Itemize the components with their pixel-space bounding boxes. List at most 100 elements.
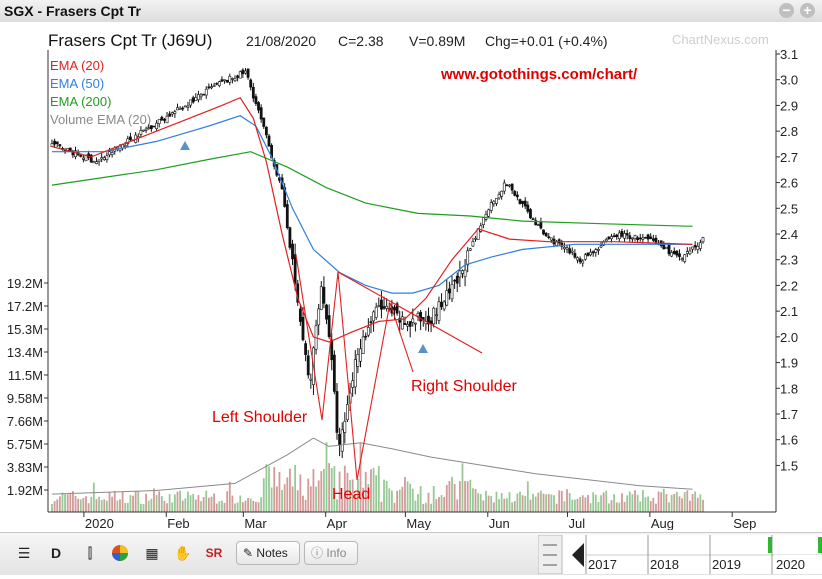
alert-bell-icon-2[interactable] (418, 344, 428, 353)
candlestick-icon[interactable]: ⫿ (87, 545, 93, 561)
candle-body (322, 286, 326, 304)
volume-bar (566, 489, 568, 512)
security-name: Frasers Cpt Tr (J69U) (48, 31, 212, 50)
maximize-icon[interactable]: + (800, 3, 815, 18)
period-button[interactable]: D (50, 545, 62, 561)
volume-bar (302, 495, 304, 512)
volume-bar (241, 502, 244, 512)
y-tick-label: 2.2 (780, 278, 798, 293)
candle-body (249, 79, 253, 88)
volume-bar (558, 490, 561, 512)
volume-bar (511, 502, 514, 512)
candle-body (361, 336, 365, 354)
color-wheel-icon[interactable] (110, 542, 130, 564)
candle-body (210, 86, 213, 89)
volume-bar (66, 494, 69, 512)
candle-body (335, 391, 339, 433)
time-navigator[interactable]: 2017 2018 2019 2020 (537, 534, 822, 575)
candle-body (680, 258, 684, 261)
candle-body (364, 335, 368, 338)
volume-bar (364, 471, 367, 512)
scroll-left-icon[interactable] (572, 543, 584, 567)
volume-bar (495, 491, 498, 512)
y-tick-label: 2.5 (780, 201, 798, 216)
notes-icon: ✎ (243, 546, 254, 560)
volume-bar (270, 487, 273, 512)
notes-button[interactable]: ✎ Notes (236, 541, 300, 565)
volume-bar (275, 486, 278, 512)
volume-bar (77, 498, 80, 512)
volume-bar (176, 491, 179, 512)
candle-body (123, 145, 127, 148)
candle-body (262, 117, 266, 127)
nav-handle-right[interactable] (818, 537, 822, 553)
minimize-icon[interactable]: − (779, 3, 794, 18)
candle-body (555, 241, 558, 246)
menu-icon[interactable]: ☰ (17, 545, 31, 561)
volume-bar (592, 492, 595, 512)
volume-bar (508, 492, 511, 512)
volume-bar (694, 491, 697, 512)
candle-body (165, 115, 169, 124)
volume-bar (568, 493, 571, 512)
volume-bar (576, 498, 579, 512)
volume-bar (385, 480, 388, 512)
candle-body (633, 235, 637, 240)
volume-bar (699, 494, 702, 512)
candle-body (453, 279, 457, 282)
candle-body (199, 94, 203, 98)
overlay-icon[interactable]: ▦ (145, 545, 159, 561)
candle-body (327, 315, 331, 337)
volume-bar (207, 497, 210, 512)
candle-body (53, 140, 57, 145)
volume-bar (621, 493, 623, 512)
nav-handle-left[interactable] (768, 537, 772, 553)
pattern-head-drop-line (337, 271, 358, 481)
volume-bar (74, 495, 77, 512)
info-button[interactable]: ⓘ Info (304, 541, 358, 565)
volume-bar (555, 503, 558, 512)
candlesticks (50, 67, 705, 459)
candle-body (510, 183, 514, 191)
x-tick-label: 2020 (85, 516, 114, 530)
volume-bar (414, 500, 417, 512)
volume-bar (647, 496, 649, 512)
volume-bar (498, 499, 500, 512)
volume-bar (628, 491, 631, 512)
hand-tool-icon[interactable]: ✋ (174, 545, 192, 561)
pattern-head-rise-line (356, 302, 391, 481)
volume-bar (485, 490, 487, 512)
volume-bar (652, 497, 655, 512)
volume-bar (375, 475, 378, 512)
volume-bar (597, 502, 600, 512)
candle-body (672, 251, 676, 255)
candle-body (191, 97, 195, 103)
price-chart[interactable]: Frasers Cpt Tr (J69U) 21/08/2020 C=2.38 … (0, 22, 822, 531)
volume-bar (573, 499, 576, 512)
candle-body (683, 254, 687, 262)
volume-bar (181, 500, 184, 512)
volume-bar (516, 493, 519, 512)
volume-bar (213, 493, 215, 512)
candle-body (129, 136, 132, 140)
volume-bar (336, 499, 338, 512)
alert-bell-icon[interactable] (180, 141, 190, 150)
volume-bar (85, 496, 87, 512)
candle-body (304, 343, 308, 355)
volume-bar (92, 482, 95, 512)
volume-bar (607, 503, 610, 512)
chart-area[interactable]: Frasers Cpt Tr (J69U) 21/08/2020 C=2.38 … (0, 22, 822, 531)
volume-bar (602, 492, 605, 512)
volume-bar (618, 502, 621, 512)
volume-bar (215, 503, 218, 512)
volume-bar (273, 467, 276, 512)
nav-year-2017: 2017 (588, 557, 617, 572)
candle-body (356, 354, 360, 367)
candle-body (225, 79, 229, 83)
volume-bar (613, 494, 616, 512)
volume-bar (466, 481, 469, 512)
volume-bar (432, 486, 435, 512)
volume-bar (90, 496, 93, 512)
volume-bar (265, 464, 268, 512)
sr-tool-icon[interactable]: SR (205, 546, 223, 560)
